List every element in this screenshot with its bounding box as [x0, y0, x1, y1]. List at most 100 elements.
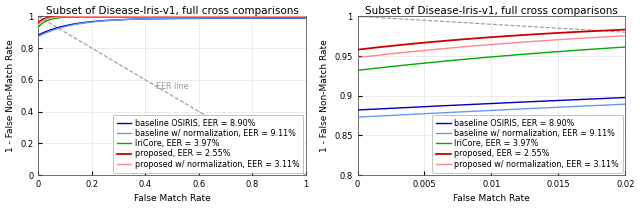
- baseline OSIRIS, EER = 8.90%: [35, 34, 42, 36]
- Line: baseline w/ normalization, EER = 9.11%: baseline w/ normalization, EER = 9.11%: [38, 18, 306, 37]
- IriCore, EER = 3.97%: [268, 15, 276, 18]
- IriCore, EER = 3.97%: [81, 16, 88, 18]
- IriCore, EER = 3.97%: [302, 15, 310, 18]
- baseline OSIRIS, EER = 8.90%: [148, 18, 156, 20]
- X-axis label: False Match Rate: False Match Rate: [453, 194, 530, 203]
- proposed w/ normalization, EER = 3.11%: [272, 15, 280, 18]
- proposed, EER = 2.55%: [148, 15, 156, 18]
- proposed w/ normalization, EER = 3.11%: [621, 34, 629, 37]
- X-axis label: False Match Rate: False Match Rate: [134, 194, 211, 203]
- proposed w/ normalization, EER = 3.11%: [616, 35, 624, 37]
- baseline OSIRIS, EER = 8.90%: [384, 107, 392, 110]
- baseline OSIRIS, EER = 8.90%: [297, 17, 305, 19]
- baseline OSIRIS, EER = 8.90%: [137, 18, 145, 20]
- baseline OSIRIS, EER = 8.90%: [468, 103, 476, 106]
- Title: Subset of Disease-Iris-v1, full cross comparisons: Subset of Disease-Iris-v1, full cross co…: [365, 6, 618, 15]
- baseline w/ normalization, EER = 9.11%: [137, 18, 145, 20]
- proposed w/ normalization, EER = 3.11%: [354, 56, 362, 59]
- proposed, EER = 2.55%: [137, 15, 145, 18]
- baseline OSIRIS, EER = 8.90%: [588, 98, 595, 100]
- proposed, EER = 2.55%: [35, 22, 42, 24]
- proposed w/ normalization, EER = 3.11%: [302, 15, 310, 18]
- proposed w/ normalization, EER = 3.11%: [268, 15, 276, 18]
- Line: proposed, EER = 2.55%: proposed, EER = 2.55%: [38, 17, 306, 23]
- proposed, EER = 2.55%: [456, 38, 464, 41]
- baseline w/ normalization, EER = 9.11%: [148, 17, 156, 20]
- IriCore, EER = 3.97%: [616, 46, 624, 49]
- baseline w/ normalization, EER = 9.11%: [468, 110, 476, 113]
- proposed w/ normalization, EER = 3.11%: [148, 15, 156, 18]
- baseline OSIRIS, EER = 8.90%: [302, 17, 310, 19]
- Line: proposed w/ normalization, EER = 3.11%: proposed w/ normalization, EER = 3.11%: [358, 36, 625, 58]
- proposed w/ normalization, EER = 3.11%: [35, 23, 42, 26]
- proposed, EER = 2.55%: [468, 37, 476, 40]
- proposed, EER = 2.55%: [588, 30, 595, 32]
- baseline w/ normalization, EER = 9.11%: [35, 35, 42, 38]
- proposed, EER = 2.55%: [616, 29, 624, 31]
- baseline w/ normalization, EER = 9.11%: [616, 103, 624, 106]
- proposed, EER = 2.55%: [384, 45, 392, 47]
- Line: baseline w/ normalization, EER = 9.11%: baseline w/ normalization, EER = 9.11%: [358, 104, 625, 117]
- proposed w/ normalization, EER = 3.11%: [588, 36, 595, 39]
- baseline OSIRIS, EER = 8.90%: [456, 104, 464, 106]
- IriCore, EER = 3.97%: [400, 64, 408, 66]
- Line: baseline OSIRIS, EER = 8.90%: baseline OSIRIS, EER = 8.90%: [358, 98, 625, 110]
- IriCore, EER = 3.97%: [468, 57, 476, 60]
- baseline OSIRIS, EER = 8.90%: [268, 17, 276, 19]
- proposed w/ normalization, EER = 3.11%: [137, 15, 145, 18]
- proposed, EER = 2.55%: [302, 15, 310, 18]
- baseline w/ normalization, EER = 9.11%: [456, 111, 464, 113]
- baseline w/ normalization, EER = 9.11%: [297, 17, 305, 19]
- Line: proposed, EER = 2.55%: proposed, EER = 2.55%: [358, 30, 625, 50]
- proposed w/ normalization, EER = 3.11%: [468, 45, 476, 47]
- Line: IriCore, EER = 3.97%: IriCore, EER = 3.97%: [38, 17, 306, 27]
- proposed w/ normalization, EER = 3.11%: [400, 51, 408, 54]
- Y-axis label: 1 - False Non-Match Rate: 1 - False Non-Match Rate: [319, 39, 329, 152]
- baseline w/ normalization, EER = 9.11%: [384, 114, 392, 117]
- proposed w/ normalization, EER = 3.11%: [65, 15, 72, 18]
- proposed w/ normalization, EER = 3.11%: [456, 46, 464, 48]
- baseline OSIRIS, EER = 8.90%: [354, 109, 362, 111]
- Title: Subset of Disease-Iris-v1, full cross comparisons: Subset of Disease-Iris-v1, full cross co…: [45, 6, 298, 15]
- proposed, EER = 2.55%: [400, 43, 408, 46]
- proposed, EER = 2.55%: [268, 15, 276, 18]
- IriCore, EER = 3.97%: [35, 26, 42, 28]
- baseline OSIRIS, EER = 8.90%: [616, 97, 624, 99]
- Text: EER line: EER line: [156, 82, 189, 91]
- IriCore, EER = 3.97%: [148, 15, 156, 18]
- IriCore, EER = 3.97%: [354, 69, 362, 71]
- proposed, EER = 2.55%: [621, 28, 629, 31]
- proposed, EER = 2.55%: [222, 15, 230, 18]
- baseline OSIRIS, EER = 8.90%: [81, 21, 88, 24]
- proposed, EER = 2.55%: [354, 48, 362, 51]
- IriCore, EER = 3.97%: [297, 15, 305, 18]
- proposed w/ normalization, EER = 3.11%: [297, 15, 305, 18]
- proposed w/ normalization, EER = 3.11%: [384, 53, 392, 55]
- IriCore, EER = 3.97%: [137, 15, 145, 18]
- baseline OSIRIS, EER = 8.90%: [400, 106, 408, 109]
- Line: IriCore, EER = 3.97%: IriCore, EER = 3.97%: [358, 47, 625, 70]
- Line: proposed w/ normalization, EER = 3.11%: proposed w/ normalization, EER = 3.11%: [38, 17, 306, 25]
- baseline w/ normalization, EER = 9.11%: [354, 116, 362, 118]
- proposed, EER = 2.55%: [81, 15, 88, 18]
- baseline w/ normalization, EER = 9.11%: [65, 25, 72, 27]
- Y-axis label: 1 - False Non-Match Rate: 1 - False Non-Match Rate: [6, 39, 15, 152]
- IriCore, EER = 3.97%: [456, 59, 464, 61]
- baseline w/ normalization, EER = 9.11%: [302, 17, 310, 19]
- proposed, EER = 2.55%: [297, 15, 305, 18]
- baseline w/ normalization, EER = 9.11%: [588, 104, 595, 107]
- proposed, EER = 2.55%: [65, 15, 72, 18]
- Line: baseline OSIRIS, EER = 8.90%: baseline OSIRIS, EER = 8.90%: [38, 18, 306, 35]
- IriCore, EER = 3.97%: [65, 16, 72, 18]
- baseline w/ normalization, EER = 9.11%: [268, 17, 276, 19]
- baseline w/ normalization, EER = 9.11%: [621, 103, 629, 105]
- IriCore, EER = 3.97%: [588, 48, 595, 51]
- IriCore, EER = 3.97%: [384, 66, 392, 68]
- Legend: baseline OSIRIS, EER = 8.90%, baseline w/ normalization, EER = 9.11%, IriCore, E: baseline OSIRIS, EER = 8.90%, baseline w…: [113, 115, 303, 173]
- proposed w/ normalization, EER = 3.11%: [81, 15, 88, 18]
- Legend: baseline OSIRIS, EER = 8.90%, baseline w/ normalization, EER = 9.11%, IriCore, E: baseline OSIRIS, EER = 8.90%, baseline w…: [432, 115, 623, 173]
- baseline w/ normalization, EER = 9.11%: [81, 22, 88, 24]
- IriCore, EER = 3.97%: [621, 46, 629, 48]
- baseline OSIRIS, EER = 8.90%: [65, 24, 72, 26]
- baseline w/ normalization, EER = 9.11%: [400, 113, 408, 116]
